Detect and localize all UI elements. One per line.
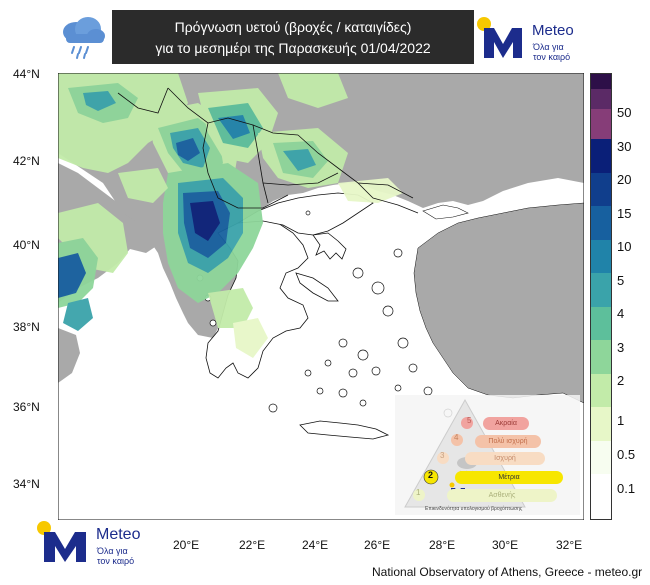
colorbar-label: 0.5 [617,447,636,462]
colorbar-label: 30 [617,139,632,154]
colorbar-segment [591,273,611,307]
lat-label: 36°N [13,400,40,414]
lon-label: 22°E [239,538,266,552]
title-line-1: Πρόγνωση υετού (βροχές / καταιγίδες) [174,19,412,35]
hazard-caption: Επικινδυνότητα υπολογισμού βροχόπτωσης [425,506,523,512]
hazard-level-label: Πολύ ισχυρή [488,438,528,445]
hazard-num-1: 1 [416,488,421,497]
logo-slogan-1: Όλα για [533,42,564,52]
colorbar-segment [591,407,611,441]
colorbar-segment [591,89,611,109]
hazard-num-3: 3 [440,451,445,460]
logo-slogan-2: τον καιρό [97,556,135,566]
hazard-num-4: 4 [454,433,459,442]
hazard-num-2: 2 [428,470,434,480]
precipitation-colorbar [590,73,612,520]
logo-slogan-1: Όλα για [97,546,128,556]
colorbar-segment [591,139,611,173]
lon-label: 28°E [429,538,456,552]
hazard-num-5: 5 [467,416,472,425]
lat-label: 38°N [13,320,40,334]
colorbar-segment [591,340,611,374]
lat-label: 40°N [13,238,40,252]
colorbar-label: 50 [617,105,632,120]
meteo-m-icon [477,17,522,58]
colorbar-label: 2 [617,373,625,388]
footer-credit: National Observatory of Athens, Greece -… [372,565,643,579]
hazard-level-1: Ασθενής [447,489,557,502]
logo-name: Meteo [532,22,574,39]
lon-label: 26°E [364,538,391,552]
logo-slogan-2: τον καιρό [533,52,571,62]
colorbar-segment [591,374,611,407]
meteo-m-icon [37,521,86,562]
colorbar-label: 20 [617,172,632,187]
lon-label: 32°E [556,538,583,552]
colorbar-label: 4 [617,306,625,321]
colorbar-label: 0.1 [617,481,636,496]
hazard-level-label: Ασθενής [488,492,516,499]
hazard-level-5: Ακραία [483,417,529,430]
colorbar-label: 5 [617,273,625,288]
lat-label: 42°N [13,154,40,168]
lat-label: 34°N [13,477,40,491]
colorbar-label: 15 [617,206,632,221]
hazard-level-label: Μέτρια [498,474,520,481]
precipitation-map [58,73,584,520]
colorbar-segment [591,109,611,139]
colorbar-segment [591,173,611,206]
colorbar-segment [591,206,611,240]
colorbar-segment [591,307,611,340]
lon-label: 30°E [492,538,519,552]
hazard-level-label: Ισχυρή [494,455,516,462]
hazard-level-3: Ισχυρή [465,452,545,465]
rain-cloud-icon [63,17,105,59]
colorbar-segment [591,441,611,474]
logo-name: Meteo [96,526,141,543]
hazard-level-4: Πολύ ισχυρή [475,435,541,448]
colorbar-label: 10 [617,239,632,254]
lon-label: 24°E [302,538,329,552]
colorbar-segment [591,474,611,519]
title-line-2: για το μεσημέρι της Παρασκευής 01/04/202… [155,40,431,56]
colorbar-segment [591,240,611,273]
meteo-logo-bottom: Meteo Όλα για τον καιρό [36,518,156,568]
map-title-banner: Πρόγνωση υετού (βροχές / καταιγίδες) για… [112,10,474,64]
colorbar-label: 3 [617,340,625,355]
meteo-logo-top: Meteo Όλα για τον καιρό [476,14,586,64]
colorbar-label: 1 [617,413,625,428]
hazard-level-2: Μέτρια [455,471,563,484]
hazard-level-label: Ακραία [495,420,517,427]
hazard-level-inset: Ακραία Πολύ ισχυρή Ισχυρή Μέτρια Ασθενής… [395,395,580,515]
colorbar-segment [591,74,611,89]
lat-label: 44°N [13,67,40,81]
lon-label: 20°E [173,538,200,552]
